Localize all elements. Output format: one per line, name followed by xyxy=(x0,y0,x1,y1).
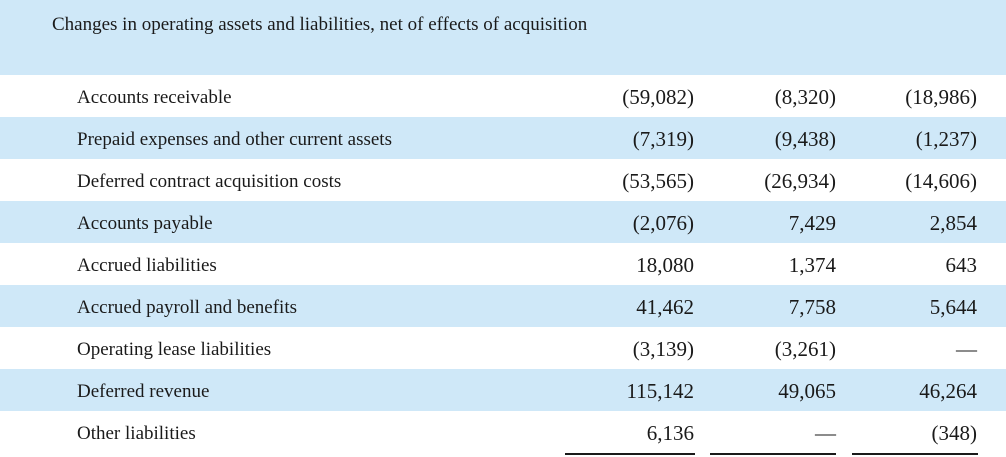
value-col1: (2,076) xyxy=(632,211,694,235)
row-label: Prepaid expenses and other current asset… xyxy=(77,129,392,150)
value-col3: (18,986) xyxy=(905,85,977,109)
table-row: Other liabilities 6,136 — (348) xyxy=(0,411,1006,453)
value-col1: 115,142 xyxy=(626,379,694,403)
value-col1: (3,139) xyxy=(632,337,694,361)
total-underline-col2 xyxy=(710,453,836,455)
section-header-row: Changes in operating assets and liabilit… xyxy=(0,0,1006,75)
value-col1: (59,082) xyxy=(622,85,694,109)
row-label: Deferred revenue xyxy=(77,381,210,402)
row-label: Deferred contract acquisition costs xyxy=(77,171,342,192)
value-col3: 46,264 xyxy=(919,379,977,403)
table-row: Accrued payroll and benefits 41,462 7,75… xyxy=(0,285,1006,327)
table-row: Prepaid expenses and other current asset… xyxy=(0,117,1006,159)
table-row: Operating lease liabilities (3,139) (3,2… xyxy=(0,327,1006,369)
value-col2: 49,065 xyxy=(778,379,836,403)
value-col3: — xyxy=(956,337,977,361)
row-label: Operating lease liabilities xyxy=(77,339,272,360)
value-col3: 2,854 xyxy=(929,211,977,235)
value-col3: (1,237) xyxy=(915,127,977,151)
row-label: Accounts receivable xyxy=(77,87,232,108)
value-col2: 1,374 xyxy=(788,253,836,277)
value-col3: (14,606) xyxy=(905,169,977,193)
value-col2: 7,758 xyxy=(788,295,836,319)
table-row: Accrued liabilities 18,080 1,374 643 xyxy=(0,243,1006,285)
value-col1: (7,319) xyxy=(632,127,694,151)
value-col2: (26,934) xyxy=(764,169,836,193)
table-row: Deferred contract acquisition costs (53,… xyxy=(0,159,1006,201)
section-header-text: Changes in operating assets and liabilit… xyxy=(52,14,588,35)
value-col2: — xyxy=(815,421,836,445)
total-underline-col3 xyxy=(852,453,978,455)
value-col3: (348) xyxy=(931,421,978,445)
value-col1: 18,080 xyxy=(636,253,694,277)
value-col2: (9,438) xyxy=(774,127,836,151)
value-col2: (3,261) xyxy=(774,337,836,361)
table-row: Deferred revenue 115,142 49,065 46,264 xyxy=(0,369,1006,411)
row-label: Accrued payroll and benefits xyxy=(77,297,297,318)
value-col3: 643 xyxy=(945,253,978,277)
row-label: Accrued liabilities xyxy=(77,255,217,276)
value-col2: 7,429 xyxy=(788,211,836,235)
value-col3: 5,644 xyxy=(929,295,977,319)
table-row: Accounts receivable (59,082) (8,320) (18… xyxy=(0,75,1006,117)
row-label: Accounts payable xyxy=(77,213,213,234)
value-col1: 6,136 xyxy=(646,421,694,445)
table-row: Accounts payable (2,076) 7,429 2,854 xyxy=(0,201,1006,243)
value-col1: (53,565) xyxy=(622,169,694,193)
row-label: Other liabilities xyxy=(77,423,196,444)
value-col1: 41,462 xyxy=(636,295,694,319)
total-underline-col1 xyxy=(565,453,695,455)
value-col2: (8,320) xyxy=(774,85,836,109)
